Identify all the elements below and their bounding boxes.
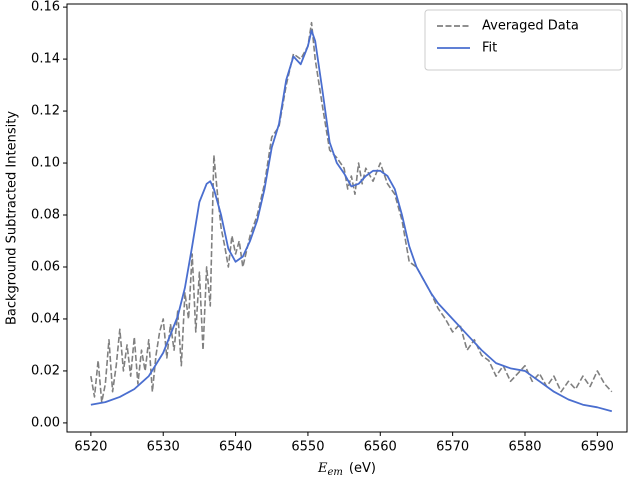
x-tick-label: 6540 bbox=[219, 440, 252, 455]
series-line bbox=[90, 29, 613, 413]
x-tick-label: 6560 bbox=[364, 440, 397, 455]
x-tick-label: 6520 bbox=[74, 440, 107, 455]
series-line bbox=[90, 21, 613, 403]
x-axis-label: Eem (eV) bbox=[317, 461, 376, 478]
y-axis-label: Background Subtracted Intensity bbox=[5, 111, 20, 325]
y-tick-label: 0.16 bbox=[31, 0, 60, 15]
x-tick-label: 6580 bbox=[508, 440, 541, 455]
plot-frame bbox=[66, 3, 628, 433]
x-tick-label: 6570 bbox=[436, 440, 469, 455]
y-tick-label: 0.10 bbox=[31, 156, 60, 171]
x-tick-label: 6590 bbox=[581, 440, 614, 455]
y-tick-label: 0.12 bbox=[31, 104, 60, 119]
y-tick-label: 0.08 bbox=[31, 208, 60, 223]
y-tick-label: 0.06 bbox=[31, 259, 60, 274]
x-label-symbol: E bbox=[317, 461, 328, 476]
y-tick-label: 0.04 bbox=[31, 311, 60, 326]
x-tick-label: 6550 bbox=[291, 440, 324, 455]
y-tick-label: 0.00 bbox=[31, 415, 60, 430]
x-tick-label: 6530 bbox=[147, 440, 180, 455]
legend-label: Averaged Data bbox=[482, 19, 579, 34]
legend-label: Fit bbox=[482, 41, 497, 56]
y-tick-label: 0.14 bbox=[31, 52, 60, 67]
x-label-subscript: em bbox=[328, 467, 343, 478]
legend-box bbox=[424, 9, 623, 71]
x-label-unit: (eV) bbox=[349, 461, 376, 476]
y-tick-label: 0.02 bbox=[31, 363, 60, 378]
